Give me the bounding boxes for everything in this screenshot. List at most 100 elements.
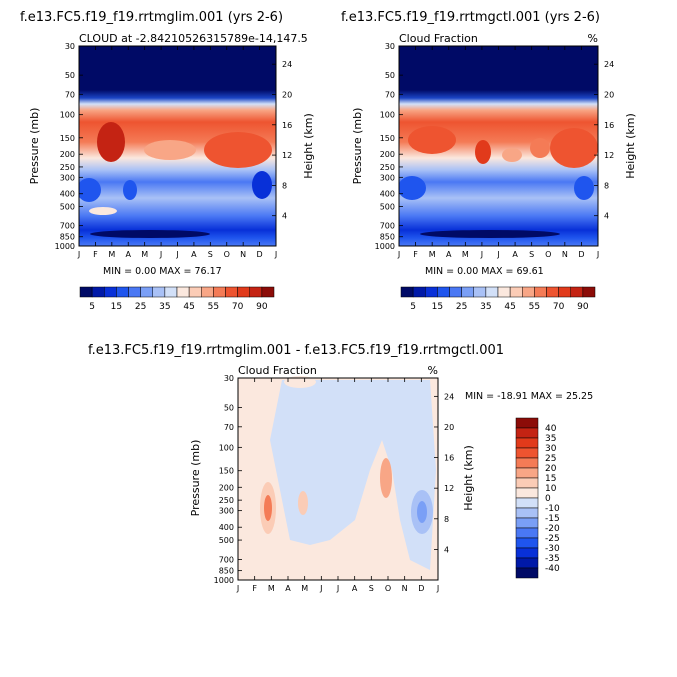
y-tick-label: 300	[219, 507, 234, 516]
panel-a-field	[79, 46, 276, 246]
y-tick-label: 50	[385, 71, 395, 80]
colorbar-label: 15	[432, 302, 443, 312]
panel-c-subtitle-right: %	[428, 364, 438, 377]
x-tick-label: J	[496, 250, 499, 259]
x-tick-label: J	[596, 250, 599, 259]
colorbar-label: -25	[545, 534, 560, 544]
x-tick-label: A	[191, 250, 197, 259]
y2-tick-label: 8	[604, 181, 609, 190]
panel-c-ylabel: Pressure (mb)	[189, 440, 202, 517]
y-tick-label: 50	[224, 403, 234, 412]
y2-tick-label: 12	[604, 151, 614, 160]
y2-tick-label: 20	[444, 423, 454, 432]
x-tick-label: D	[578, 250, 584, 259]
panel-c-contour-pos-mar-core	[264, 495, 272, 521]
y2-tick-label: 24	[282, 60, 292, 69]
colorbar-swatch	[515, 537, 539, 549]
colorbar-swatch	[515, 477, 539, 489]
panel-a-subtitle-left: CLOUD at -2.84210526315789e-14,147.5	[79, 32, 308, 45]
colorbar-swatch	[104, 286, 117, 298]
colorbar-swatch	[515, 547, 539, 559]
y-tick-label: 700	[380, 222, 395, 231]
y2-tick-label: 16	[282, 121, 292, 130]
x-tick-label: J	[236, 584, 239, 593]
panel-a-ticks: J F M A M J J A S O N D J305070100150200250300400500…	[55, 42, 293, 259]
colorbar-swatch	[201, 286, 214, 298]
y-tick-label: 700	[60, 222, 75, 231]
x-tick-label: A	[446, 250, 452, 259]
x-tick-label: O	[224, 250, 230, 259]
panel-c-field	[238, 376, 438, 580]
colorbar-swatch	[582, 286, 596, 298]
colorbar-swatch	[515, 447, 539, 459]
colorbar-swatch	[188, 286, 202, 298]
y2-tick-label: 4	[604, 212, 609, 221]
colorbar-label: 35	[159, 302, 170, 312]
colorbar-swatch	[515, 487, 539, 499]
y-tick-label: 150	[60, 134, 75, 143]
colorbar-label: 5	[89, 302, 95, 312]
panel-a-ylabel-right: Height (km)	[302, 113, 315, 179]
colorbar-swatch	[558, 286, 571, 298]
y-tick-label: 30	[65, 42, 75, 51]
x-tick-label: A	[126, 250, 132, 259]
colorbar-swatch	[509, 286, 523, 298]
panel-c-ylabel-right: Height (km)	[462, 445, 475, 511]
colorbar-label: -15	[545, 514, 560, 524]
y-tick-label: 250	[380, 163, 395, 172]
panel-rrtmglim: f.e13.FC5.f19_f19.rrtmglim.001 (yrs 2-6)…	[20, 10, 315, 312]
colorbar-label: 20	[545, 464, 557, 474]
y-tick-label: 250	[219, 496, 234, 505]
colorbar-label: 40	[545, 424, 557, 434]
x-tick-label: A	[352, 584, 358, 593]
colorbar-swatch	[152, 286, 166, 298]
y-tick-label: 50	[65, 71, 75, 80]
y-tick-label: 150	[380, 134, 395, 143]
colorbar-swatch	[461, 286, 474, 298]
colorbar-label: 90	[256, 302, 268, 312]
panel-a-contour-high-novdec	[204, 132, 272, 168]
colorbar-label: 10	[545, 484, 557, 494]
colorbar-swatch	[176, 286, 190, 298]
panel-b-contour-mid-aug	[502, 148, 522, 162]
y2-tick-label: 20	[282, 90, 292, 99]
x-tick-label: J	[436, 584, 439, 593]
y2-tick-label: 16	[444, 454, 454, 463]
x-tick-label: M	[462, 250, 469, 259]
colorbar-label: 15	[111, 302, 122, 312]
colorbar-swatch	[237, 286, 250, 298]
x-tick-label: J	[274, 250, 277, 259]
y2-tick-label: 8	[282, 181, 287, 190]
x-tick-label: J	[336, 584, 339, 593]
colorbar-swatch	[515, 427, 539, 439]
colorbar-swatch	[522, 286, 535, 298]
colorbar-label: 15	[545, 474, 556, 484]
y-tick-label: 30	[385, 42, 395, 51]
colorbar-swatch	[515, 467, 539, 479]
colorbar-label: 35	[480, 302, 491, 312]
y2-tick-label: 16	[604, 121, 614, 130]
panel-a-contour-mid-summer	[144, 140, 196, 160]
y-tick-label: 30	[224, 374, 234, 383]
colorbar-swatch	[261, 286, 275, 298]
colorbar-label: -35	[545, 554, 560, 564]
y-tick-label: 200	[219, 483, 234, 492]
y-tick-label: 100	[60, 111, 75, 120]
x-tick-label: F	[93, 250, 98, 259]
colorbar-swatch	[164, 286, 178, 298]
colorbar-swatch	[213, 286, 226, 298]
y-tick-label: 500	[219, 536, 234, 545]
panel-rrtmgctl: f.e13.FC5.f19_f19.rrtmgctl.001 (yrs 2-6)…	[341, 10, 637, 312]
y-tick-label: 500	[60, 202, 75, 211]
panel-c-title: f.e13.FC5.f19_f19.rrtmglim.001 - f.e13.F…	[88, 343, 504, 358]
panel-b-ylabel: Pressure (mb)	[351, 108, 364, 185]
colorbar-swatch	[515, 527, 539, 539]
y-tick-label: 1000	[375, 242, 395, 251]
colorbar-swatch	[249, 286, 263, 298]
colorbar-swatch	[515, 567, 539, 579]
panel-c-stats: MIN = -18.91 MAX = 25.25	[465, 391, 593, 402]
x-tick-label: F	[252, 584, 257, 593]
y-tick-label: 850	[380, 233, 395, 242]
panel-b-contour-high-feb	[408, 126, 456, 154]
colorbar-label: 0	[545, 494, 551, 504]
